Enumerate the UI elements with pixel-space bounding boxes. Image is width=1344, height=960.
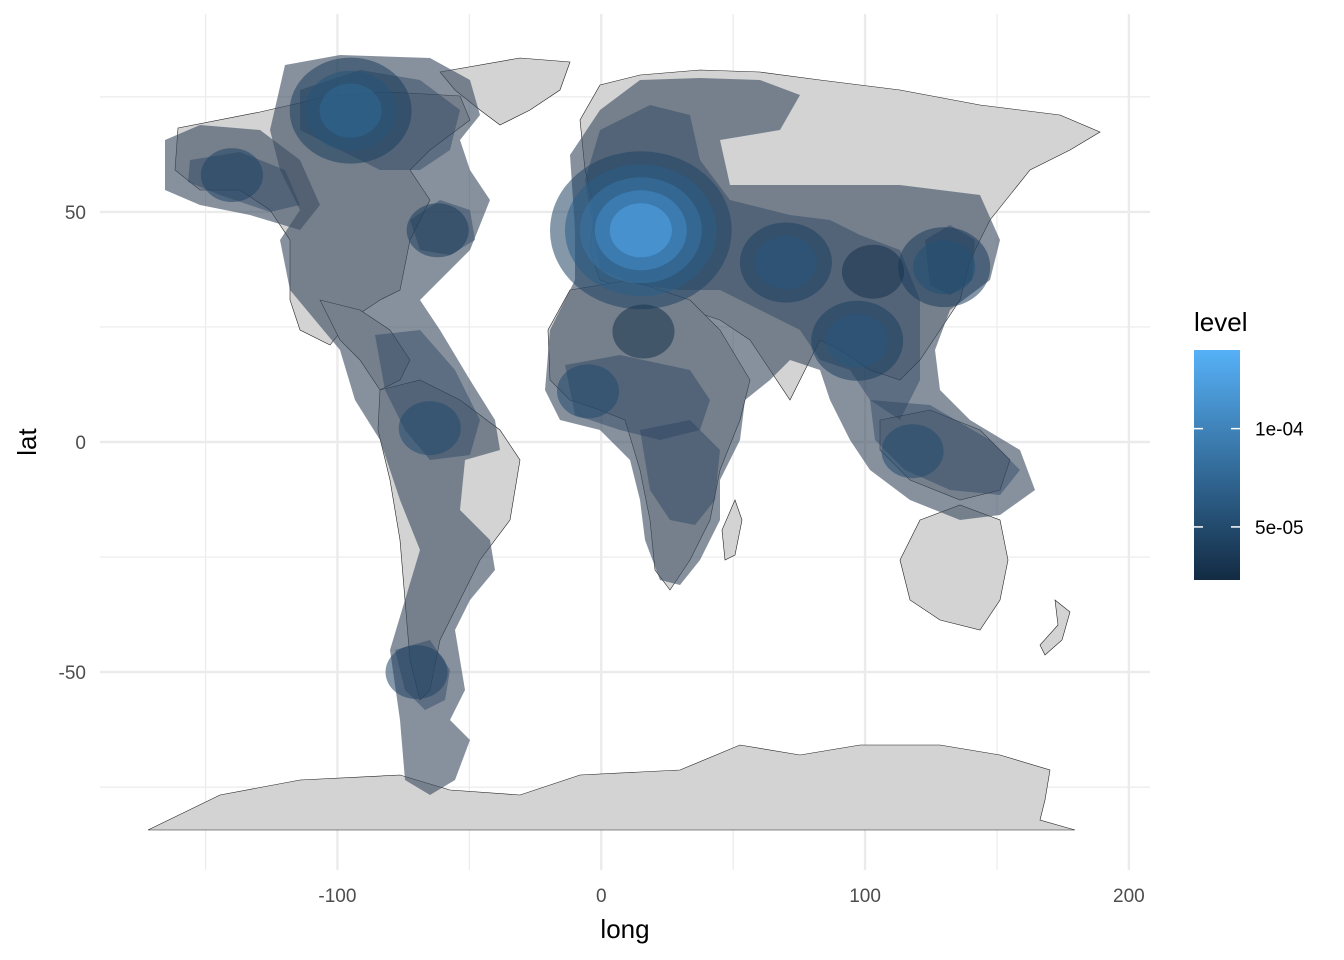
density-hotspot-ring: [609, 203, 672, 258]
legend-colorbar: [1194, 350, 1240, 580]
density-hotspot-ring: [319, 83, 382, 138]
y-axis-ticks: -50 0 50: [59, 203, 86, 684]
density-region-southeast-asia: [870, 400, 1020, 495]
density-hotspot-ring: [398, 401, 461, 456]
density-hotspot-ring: [841, 244, 905, 299]
density-hotspot-ring: [406, 203, 469, 258]
density-hotspot-ring: [200, 148, 263, 203]
legend-tick-label: 1e-04: [1255, 420, 1304, 441]
legend-ticks: 5e-05 1e-04: [1194, 420, 1304, 539]
x-tick-label: 200: [1113, 886, 1145, 907]
legend-tick-label: 5e-05: [1255, 518, 1304, 539]
density-region-east-africa: [640, 420, 720, 525]
plot-area: [147, 55, 1101, 831]
y-axis-title: lat: [12, 427, 42, 455]
y-tick-label: 0: [75, 433, 86, 454]
density-hotspot-ring: [754, 235, 817, 290]
density-hotspot-ring: [913, 240, 976, 295]
x-axis-title: long: [600, 914, 649, 944]
density-hotspot-ring: [385, 645, 448, 700]
x-tick-label: 0: [596, 886, 607, 907]
land-madagascar: [721, 499, 743, 561]
density-hotspot-ring: [826, 313, 889, 368]
y-tick-label: 50: [65, 203, 86, 224]
density-hotspot-ring: [557, 364, 620, 419]
legend: level 5e-05 1e-04: [1194, 307, 1304, 580]
x-axis-ticks: -100 0 100 200: [318, 886, 1144, 907]
land-antarctica: [147, 744, 1076, 831]
y-tick-label: -50: [59, 663, 86, 684]
density-hotspot-ring: [881, 424, 944, 479]
land-new-zealand: [1039, 599, 1071, 656]
x-tick-label: -100: [318, 886, 356, 907]
density-hotspot-ring: [612, 304, 675, 359]
x-tick-label: 100: [849, 886, 881, 907]
legend-title: level: [1194, 307, 1247, 337]
land-australia: [899, 504, 1009, 631]
density-hotspot-layer: [200, 57, 991, 700]
